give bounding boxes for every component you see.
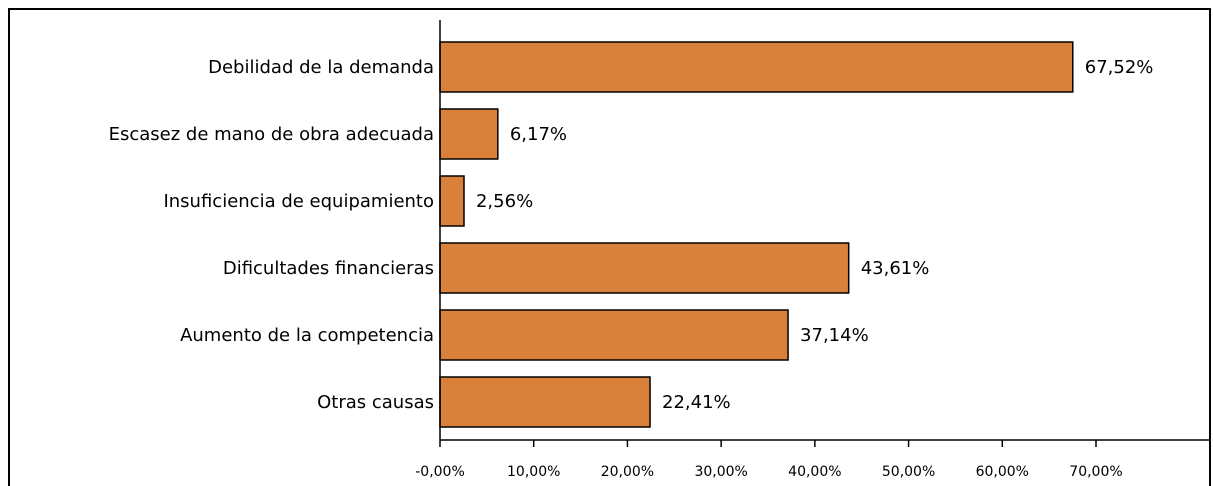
category-label: Escasez de mano de obra adecuada bbox=[109, 124, 434, 145]
x-tick-label: -0,00% bbox=[415, 464, 465, 480]
category-label: Dificultades financieras bbox=[223, 258, 434, 279]
labels-group: Debilidad de la demanda 67,52% Escasez de … bbox=[109, 57, 1154, 413]
bar bbox=[439, 309, 789, 361]
value-label: 37,14% bbox=[800, 325, 869, 346]
chart-border bbox=[8, 8, 1211, 486]
value-label: 43,61% bbox=[861, 258, 930, 279]
x-tick-label: 10,00% bbox=[507, 464, 560, 480]
value-label: 67,52% bbox=[1085, 57, 1154, 78]
bar bbox=[439, 175, 465, 227]
x-tick-label: 20,00% bbox=[601, 464, 654, 480]
category-label: Otras causas bbox=[317, 392, 434, 413]
bar bbox=[439, 41, 1074, 93]
bar bbox=[439, 242, 850, 294]
bar bbox=[439, 376, 651, 428]
category-label: Insuficiencia de equipamiento bbox=[163, 191, 434, 212]
x-tick-label: 70,00% bbox=[1069, 464, 1122, 480]
category-label: Debilidad de la demanda bbox=[208, 57, 434, 78]
x-tick-label: 40,00% bbox=[788, 464, 841, 480]
category-label: Aumento de la competencia bbox=[180, 325, 434, 346]
x-axis-group: -0,00% 10,00% 20,00% 30,00% 40,00% 50,00% 60,0… bbox=[415, 20, 1210, 480]
x-tick-label: 30,00% bbox=[694, 464, 747, 480]
x-tick-label: 60,00% bbox=[976, 464, 1029, 480]
value-label: 22,41% bbox=[662, 392, 731, 413]
value-label: 6,17% bbox=[510, 124, 567, 145]
bar bbox=[439, 108, 499, 160]
bars-group bbox=[439, 41, 1074, 428]
value-label: 2,56% bbox=[476, 191, 533, 212]
x-tick-label: 50,00% bbox=[882, 464, 935, 480]
